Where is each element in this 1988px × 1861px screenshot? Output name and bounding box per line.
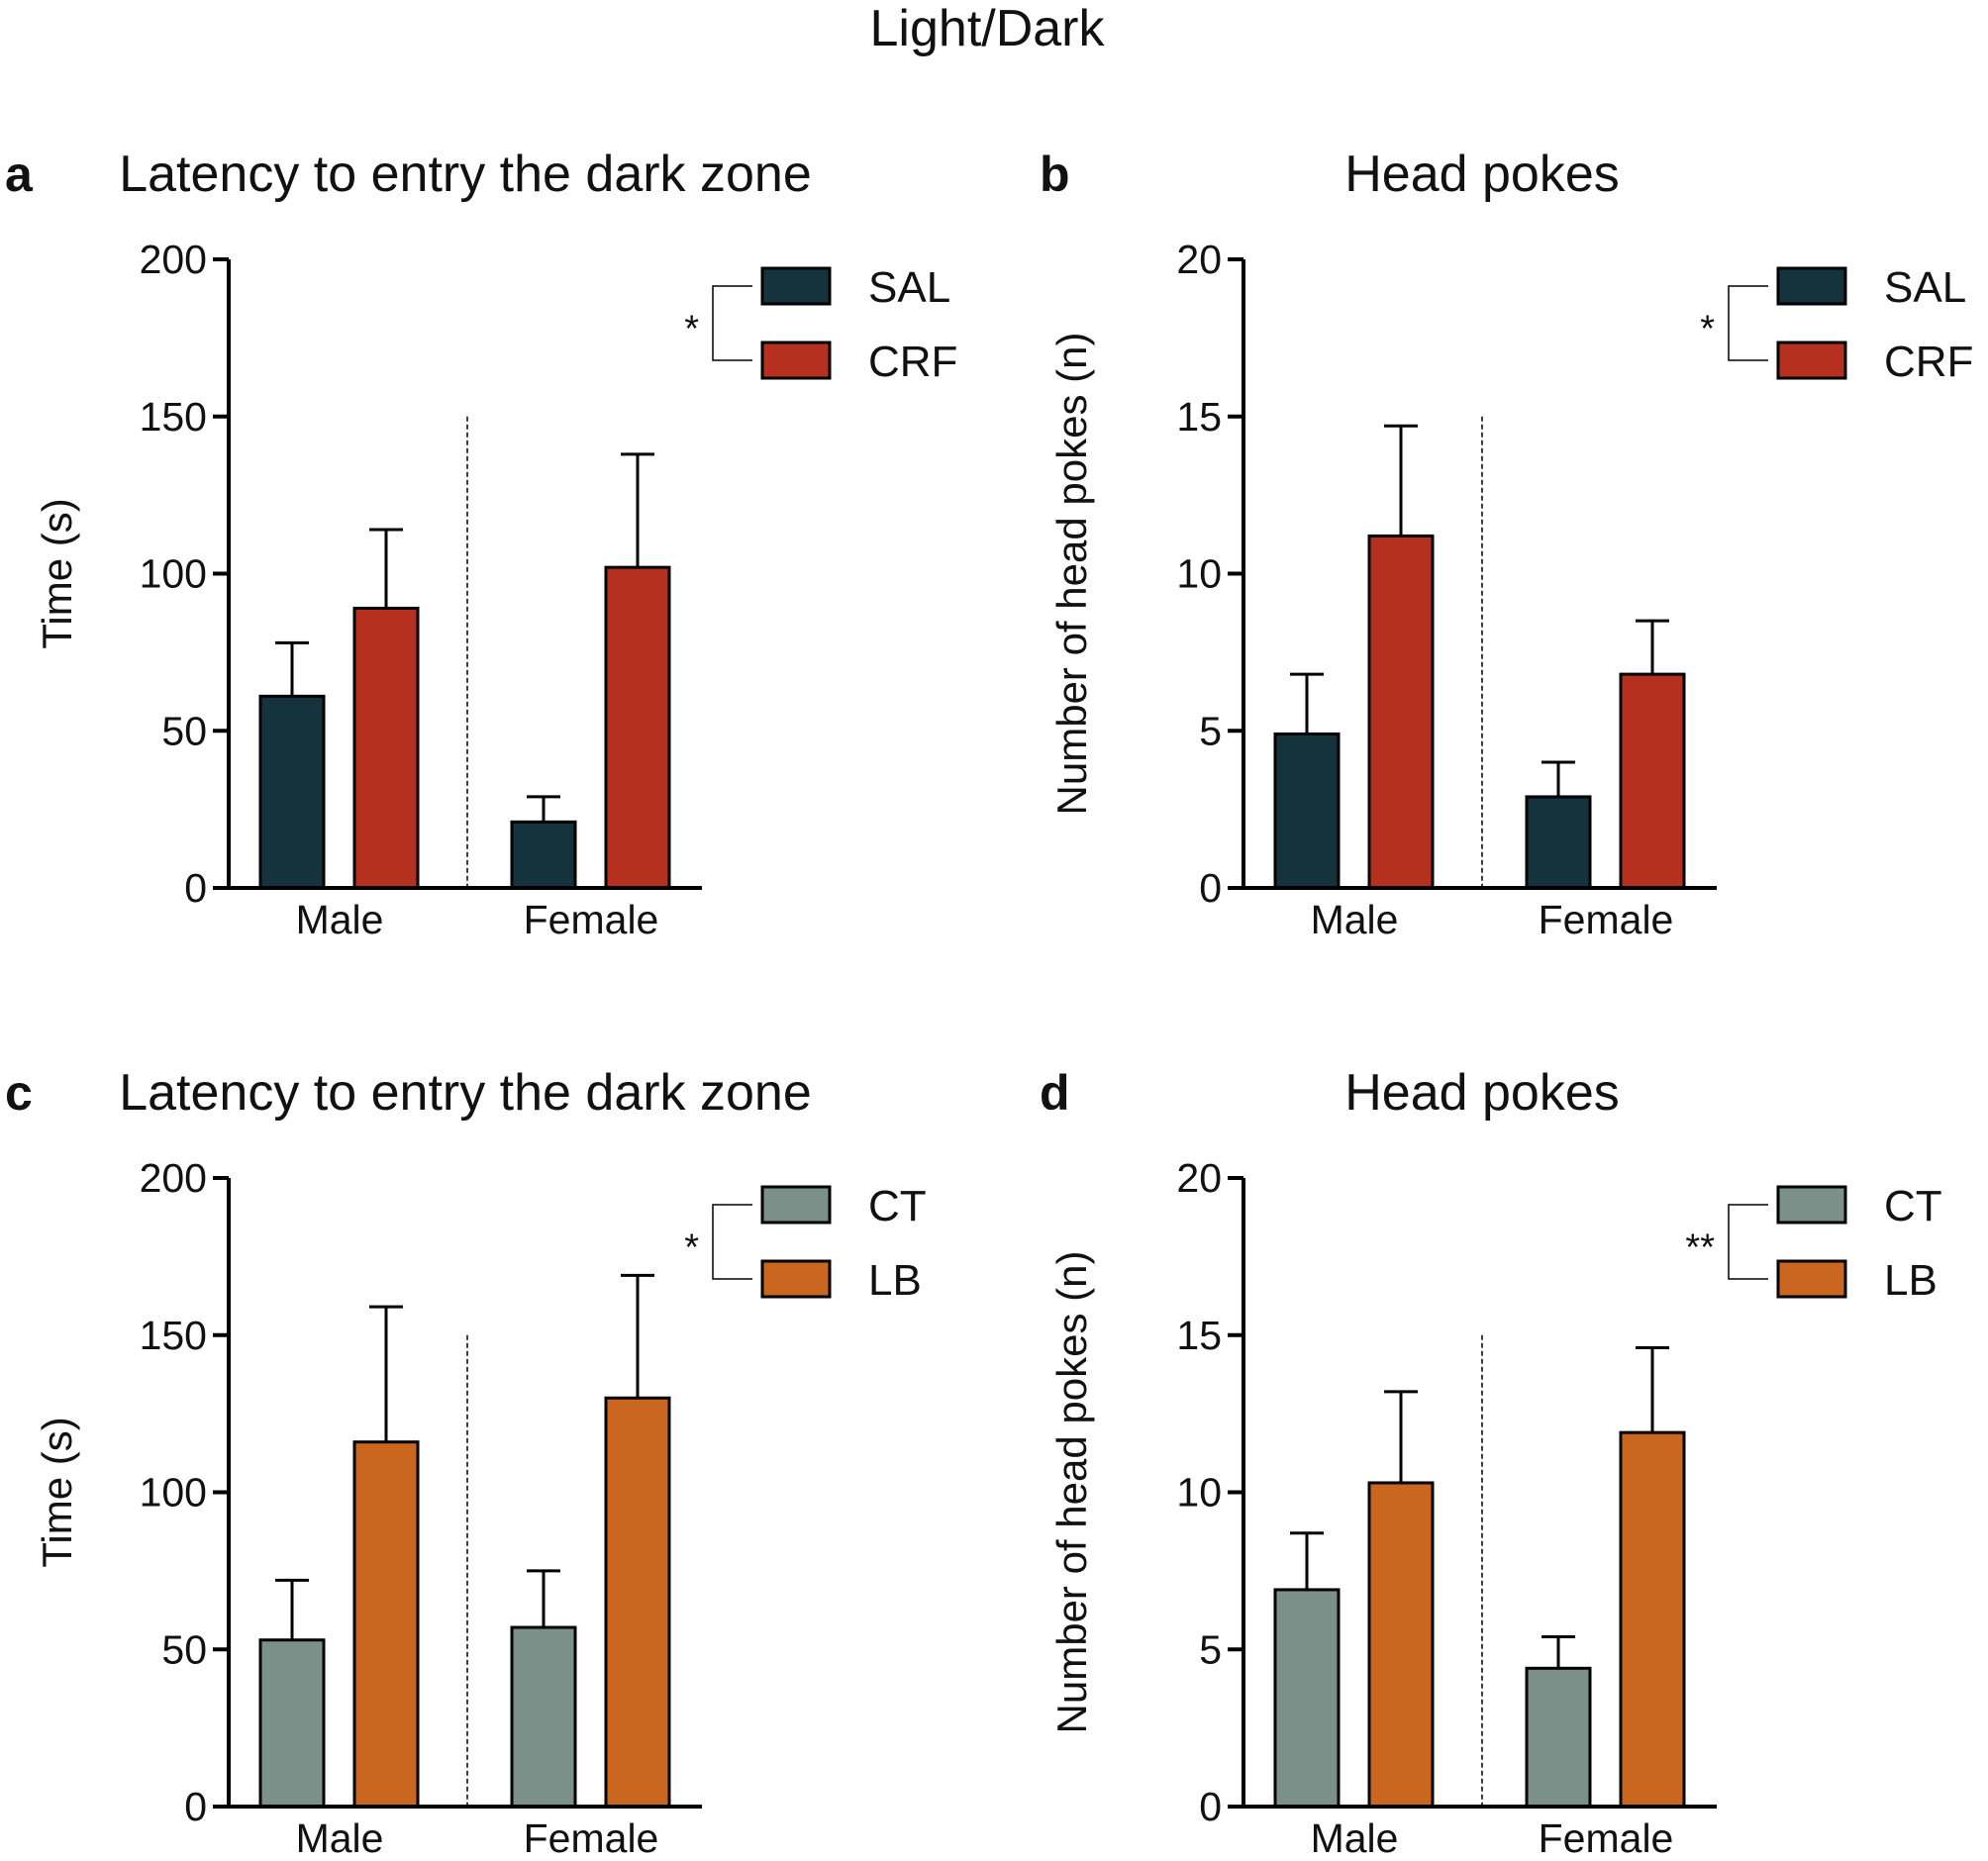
panel-letter: a <box>5 147 34 202</box>
panel-c: c Latency to entry the dark zone Time (s) 0… <box>5 1064 927 1861</box>
legend-swatch-sal <box>1776 266 1847 306</box>
y-tick-label: 50 <box>161 708 207 753</box>
significance-bracket <box>712 1204 752 1280</box>
panel-a: a Latency to entry the dark zone Time (s) 0… <box>5 146 957 942</box>
y-axis-label: Time (s) <box>34 498 80 648</box>
y-tick-label: 10 <box>1176 551 1222 597</box>
bar-sal-female <box>1525 795 1592 890</box>
figure-title: Light/Dark <box>870 0 1106 57</box>
legend-label-crf: CRF <box>1884 338 1973 386</box>
panel-letter: c <box>5 1065 33 1121</box>
bar-ct-female <box>510 1625 577 1809</box>
panel-title: Latency to entry the dark zone <box>119 1064 812 1122</box>
bar-lb-male <box>352 1440 420 1809</box>
legend-swatch-lb <box>760 1259 832 1299</box>
y-tick-label: 0 <box>1199 1784 1222 1829</box>
category-label: Male <box>1311 897 1399 942</box>
panel-d: d Head pokes Number of head pokes (n) 0 5 10 1… <box>1040 1064 1942 1861</box>
bar-crf-male <box>352 606 420 890</box>
significance-bracket <box>1728 1204 1768 1280</box>
bar-crf-male <box>1367 534 1435 890</box>
bar-lb-female <box>1619 1430 1686 1809</box>
category-label: Female <box>1539 1815 1674 1861</box>
chart-panels: a Latency to entry the dark zone Time (s) 0… <box>5 146 1973 1861</box>
bar-crf-female <box>1619 672 1686 890</box>
bar-sal-female <box>510 820 577 890</box>
legend-label-lb: LB <box>1884 1256 1938 1305</box>
legend-swatch-lb <box>1776 1259 1847 1299</box>
legend-label-sal: SAL <box>1884 263 1966 312</box>
y-tick-label: 0 <box>184 865 207 911</box>
y-tick-label: 150 <box>140 1313 207 1358</box>
category-label: Female <box>524 1815 659 1861</box>
y-tick-label: 200 <box>140 237 207 282</box>
y-tick-label: 10 <box>1176 1470 1222 1516</box>
legend-label-ct: CT <box>868 1182 927 1230</box>
legend-label-ct: CT <box>1884 1182 1942 1230</box>
bar-lb-male <box>1367 1481 1435 1809</box>
legend-swatch-sal <box>760 266 832 306</box>
legend-label-crf: CRF <box>868 338 957 386</box>
legend-swatch-ct <box>760 1185 832 1224</box>
panel-title: Latency to entry the dark zone <box>119 146 812 203</box>
y-axis-label: Number of head pokes (n) <box>1048 333 1095 816</box>
legend-label-lb: LB <box>868 1256 922 1305</box>
y-tick-label: 15 <box>1176 394 1222 440</box>
y-tick-label: 50 <box>161 1626 207 1672</box>
bar-sal-male <box>258 694 326 890</box>
significance-marker: * <box>1700 309 1715 350</box>
y-tick-label: 0 <box>1199 865 1222 911</box>
legend-swatch-crf <box>1776 341 1847 380</box>
legend-swatch-ct <box>1776 1185 1847 1224</box>
panel-letter: b <box>1040 147 1070 202</box>
significance-marker: * <box>684 309 699 350</box>
y-tick-label: 20 <box>1176 1155 1222 1201</box>
y-axis-label: Time (s) <box>34 1417 80 1567</box>
y-tick-label: 200 <box>140 1155 207 1201</box>
category-label: Female <box>1539 897 1674 942</box>
legend-swatch-crf <box>760 341 832 380</box>
bar-sal-male <box>1273 732 1341 890</box>
y-tick-label: 15 <box>1176 1313 1222 1358</box>
bar-ct-female <box>1525 1666 1592 1809</box>
y-tick-label: 20 <box>1176 237 1222 282</box>
bar-crf-female <box>604 565 671 890</box>
legend-label-sal: SAL <box>868 263 950 312</box>
y-axis-label: Number of head pokes (n) <box>1048 1251 1095 1734</box>
y-tick-label: 100 <box>140 551 207 597</box>
y-tick-label: 5 <box>1199 708 1222 753</box>
y-tick-label: 150 <box>140 394 207 440</box>
significance-marker: * <box>684 1227 699 1269</box>
panel-title: Head pokes <box>1344 146 1620 203</box>
category-label: Male <box>296 897 384 942</box>
significance-marker: ** <box>1685 1227 1715 1269</box>
bar-ct-male <box>1273 1588 1341 1809</box>
category-label: Male <box>296 1815 384 1861</box>
significance-bracket <box>1728 285 1768 361</box>
panel-b: b Head pokes Number of head pokes (n) 0 5 10 1… <box>1040 146 1973 942</box>
significance-bracket <box>712 285 752 361</box>
y-tick-label: 100 <box>140 1470 207 1516</box>
category-label: Female <box>524 897 659 942</box>
panel-letter: d <box>1040 1065 1070 1121</box>
bar-ct-male <box>258 1638 326 1809</box>
bar-lb-female <box>604 1396 671 1809</box>
y-tick-label: 0 <box>184 1784 207 1829</box>
panel-title: Head pokes <box>1344 1064 1620 1122</box>
category-label: Male <box>1311 1815 1399 1861</box>
y-tick-label: 5 <box>1199 1626 1222 1672</box>
